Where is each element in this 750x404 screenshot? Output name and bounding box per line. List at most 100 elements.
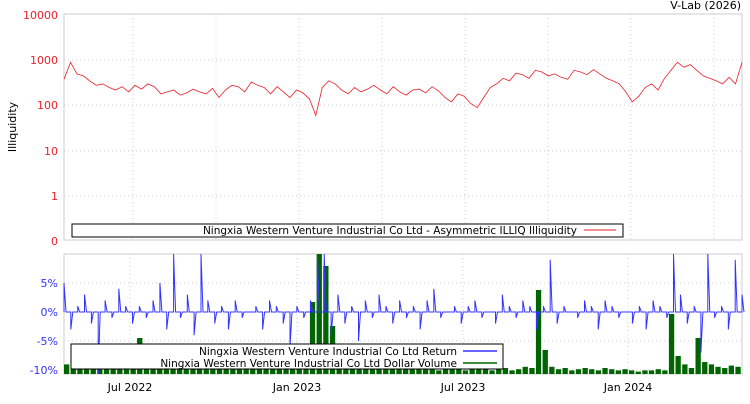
volume-bar	[429, 368, 435, 374]
volume-bar	[309, 302, 316, 374]
legend-return-label: Ningxia Western Venture Industrial Co Lt…	[199, 346, 457, 358]
volume-bar	[422, 369, 429, 374]
y-tick-label: 1000	[30, 54, 58, 67]
volume-bar	[728, 365, 734, 374]
volume-bar	[715, 366, 721, 374]
x-tick-label: Jan 2024	[603, 381, 652, 394]
volume-bar	[629, 370, 635, 374]
volume-bar	[496, 369, 502, 374]
return-line	[63, 253, 745, 375]
volume-bar	[562, 368, 568, 374]
volume-bar	[243, 369, 249, 374]
chart-title: V-Lab (2026)	[670, 0, 741, 12]
volume-bar	[283, 368, 289, 374]
volume-bar	[442, 369, 449, 374]
volume-bar	[64, 364, 70, 374]
volume-bar	[522, 366, 528, 374]
volume-bar	[110, 366, 116, 374]
volume-bar	[150, 368, 156, 374]
top-plot-area	[63, 13, 743, 241]
volume-bar	[143, 366, 150, 374]
volume-bar	[516, 369, 522, 374]
volume-bar	[688, 368, 695, 374]
volume-bar	[702, 362, 708, 374]
volume-bar	[90, 369, 96, 374]
volume-bar	[389, 368, 395, 374]
legend-volume-label: Ningxia Western Venture Industrial Co Lt…	[160, 358, 457, 370]
volume-bar	[403, 369, 409, 374]
volume-bar	[642, 370, 648, 374]
volume-bar	[695, 338, 701, 374]
y-tick-label: 1	[51, 190, 58, 203]
volume-bar	[735, 366, 741, 374]
volume-bar	[236, 368, 243, 374]
volume-bar	[509, 370, 515, 374]
volume-bar	[369, 366, 376, 374]
volume-bar	[416, 368, 422, 374]
y-tick-label: 100	[37, 99, 58, 112]
volume-bar	[316, 254, 322, 374]
volume-bar	[476, 369, 482, 374]
volume-bar	[462, 370, 469, 374]
volume-bar	[216, 366, 223, 374]
volume-bar	[635, 371, 641, 374]
volume-bar	[250, 366, 256, 374]
volume-bar	[615, 370, 621, 374]
volume-bar	[502, 368, 508, 374]
top-legend-label: Ningxia Western Venture Industrial Co Lt…	[203, 225, 577, 237]
volume-bar	[343, 368, 349, 374]
volume-bar	[363, 369, 369, 374]
volume-bar	[276, 366, 282, 374]
volume-bar	[609, 369, 615, 374]
illiquidity-line	[63, 61, 743, 117]
volume-bar	[396, 366, 402, 374]
volume-bar	[83, 368, 90, 374]
top-legend: Ningxia Western Venture Industrial Co Lt…	[71, 223, 624, 238]
x-tick-label: Jul 2023	[440, 381, 486, 394]
volume-bar	[602, 368, 608, 374]
volume-bar	[349, 366, 356, 374]
volume-bar	[210, 369, 216, 374]
volume-bar	[456, 369, 462, 374]
y-tick-label: 10000	[23, 9, 58, 22]
volume-bar	[582, 368, 588, 374]
y-axis-label: Illiquidity	[6, 101, 19, 152]
volume-bar	[296, 366, 302, 374]
volume-bar	[230, 365, 236, 374]
volume-bar	[569, 370, 575, 374]
volume-bar	[117, 368, 123, 374]
volume-bar	[77, 366, 83, 374]
volume-bar	[575, 369, 582, 374]
volume-bar	[549, 366, 555, 374]
volume-bar	[183, 369, 189, 374]
bottom-legend: Ningxia Western Venture Industrial Co Lt…	[70, 343, 504, 370]
volume-bar	[157, 365, 163, 374]
volume-bar	[589, 369, 595, 374]
volume-bar	[529, 368, 535, 374]
volume-bar	[555, 369, 562, 374]
volume-bar	[489, 370, 495, 374]
volume-bar	[203, 368, 209, 374]
volume-bar	[708, 364, 715, 374]
y-tick-label: -10%	[30, 364, 58, 377]
volume-bar	[469, 369, 475, 374]
x-tick-label: Jan 2023	[272, 381, 321, 394]
volume-bar	[682, 364, 688, 374]
y-tick-label: 0%	[41, 306, 58, 319]
y-tick-label: 5%	[41, 277, 58, 290]
volume-bar	[648, 370, 655, 374]
x-tick-label: Jul 2022	[107, 381, 153, 394]
volume-bar	[303, 369, 309, 374]
volume-bar	[383, 369, 389, 374]
volume-bar	[376, 368, 382, 374]
volume-bar	[70, 368, 76, 374]
y-tick-label: 10	[44, 145, 58, 158]
y-tick-label: 0	[51, 235, 58, 248]
volume-bar	[542, 350, 548, 374]
volume-bar	[130, 369, 136, 374]
volume-bar	[595, 370, 602, 374]
volume-bar	[323, 266, 329, 374]
volume-bar	[535, 290, 542, 374]
volume-bar	[256, 368, 263, 374]
